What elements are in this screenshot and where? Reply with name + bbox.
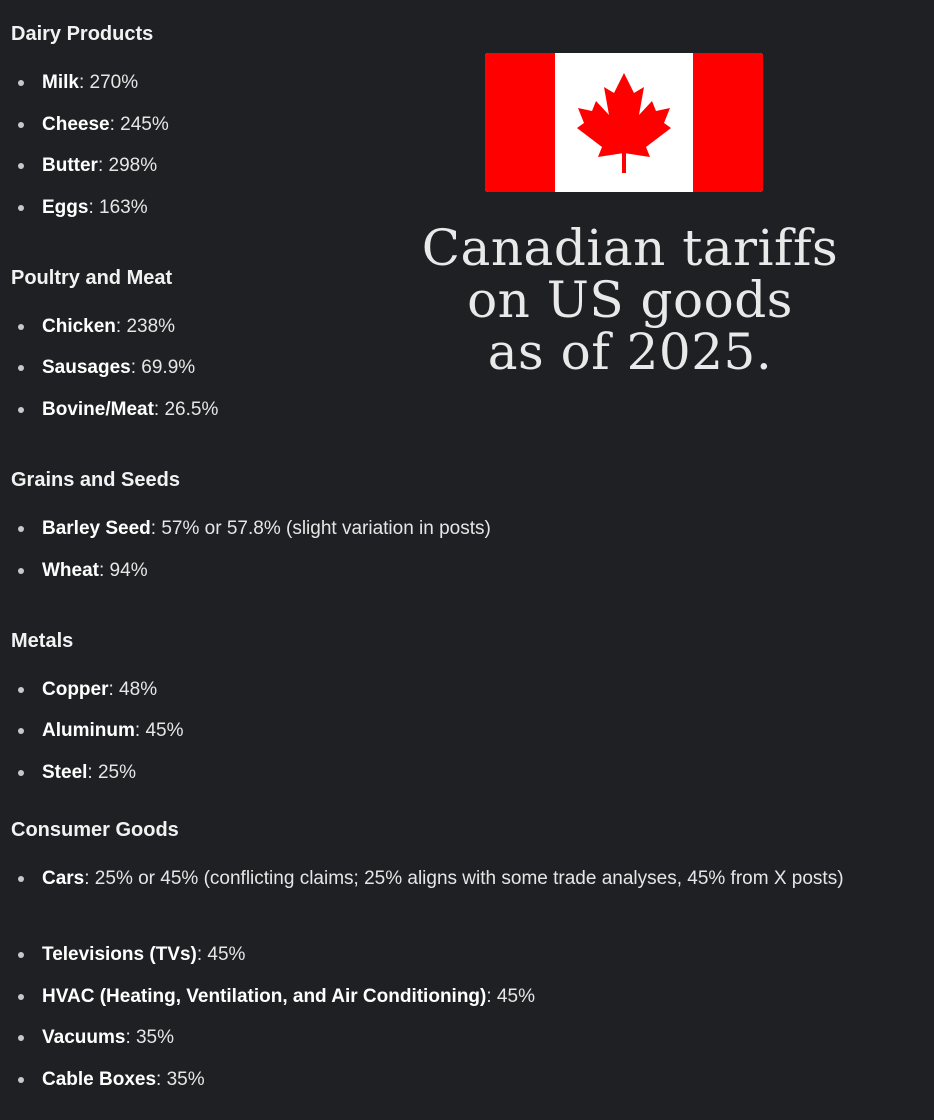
page-title: Canadian tariffs on US goods as of 2025. <box>421 219 839 381</box>
canada-flag-icon <box>485 53 763 192</box>
bullet-icon <box>18 568 24 574</box>
flag-band-right <box>693 53 763 192</box>
bullet-icon <box>18 122 24 128</box>
bullet-icon <box>18 770 24 776</box>
maple-leaf-icon <box>577 73 671 173</box>
bullet-icon <box>18 1077 24 1083</box>
section-heading: Dairy Products <box>11 23 154 45</box>
bullet-icon <box>18 324 24 330</box>
bullet-icon <box>18 365 24 371</box>
bullet-icon <box>18 163 24 169</box>
section-heading: Consumer Goods <box>11 819 179 841</box>
bullet-icon <box>18 876 24 882</box>
bullet-icon <box>18 994 24 1000</box>
section-heading: Poultry and Meat <box>11 267 173 289</box>
bullet-icon <box>18 728 24 734</box>
bullet-icon <box>18 526 24 532</box>
flag-band-left <box>485 53 555 192</box>
section-heading: Grains and Seeds <box>11 469 180 491</box>
bullet-icon <box>18 952 24 958</box>
section-heading: Metals <box>11 630 74 652</box>
bullet-icon <box>18 1035 24 1041</box>
bullet-icon <box>18 407 24 413</box>
bullet-icon <box>18 687 24 693</box>
bullet-icon <box>18 80 24 86</box>
bullet-icon <box>18 205 24 211</box>
